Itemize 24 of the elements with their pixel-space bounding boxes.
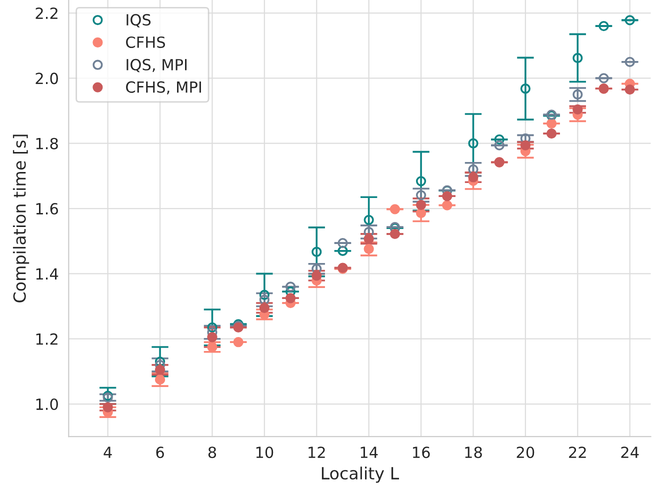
x-tick-label: 6	[156, 446, 164, 458]
x-tick-label: 12	[308, 446, 325, 458]
y-tick-label: 2.0	[36, 72, 58, 84]
y-tick-label: 2.2	[36, 8, 58, 19]
x-tick-label: 8	[208, 446, 216, 458]
legend-label: IQS	[126, 14, 151, 28]
x-tick-label: 18	[465, 446, 482, 458]
legend-label: IQS, MPI	[126, 58, 187, 72]
x-tick-label: 10	[256, 446, 274, 458]
x-tick-label: 14	[360, 446, 378, 458]
x-tick-label: 4	[104, 446, 112, 458]
x-tick-label: 22	[569, 446, 586, 458]
y-tick-label: 1.6	[36, 202, 58, 215]
y-tick-label: 1.2	[36, 333, 58, 345]
y-tick-label: 1.8	[36, 138, 58, 150]
x-tick-label: 24	[621, 446, 639, 458]
y-tick-label: 1.0	[36, 398, 58, 410]
y-tick-label: 1.4	[36, 268, 58, 280]
legend-label: CFHS	[126, 36, 165, 48]
y-axis-title: Compilation time [s]	[12, 134, 30, 302]
x-tick-label: 20	[516, 446, 534, 458]
x-axis-title: Locality L	[322, 466, 400, 483]
x-tick-label: 16	[412, 446, 430, 458]
legend-label: CFHS, MPI	[126, 81, 201, 94]
